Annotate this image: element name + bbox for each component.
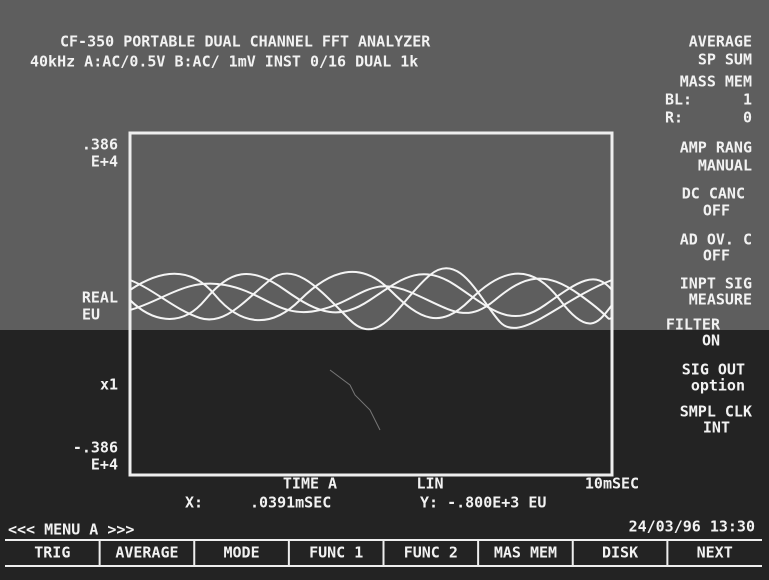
axis-top: .386 bbox=[82, 136, 118, 154]
datetime: 24/03/96 13:30 bbox=[629, 518, 755, 536]
panel-value: INT bbox=[703, 419, 730, 437]
panel-value: MANUAL bbox=[698, 157, 752, 175]
title: CF-350 PORTABLE DUAL CHANNEL FFT ANALYZE… bbox=[60, 33, 431, 51]
menu-item[interactable]: AVERAGE bbox=[115, 544, 178, 562]
x-end: 10mSEC bbox=[585, 475, 639, 493]
axis-scale: x1 bbox=[100, 376, 118, 394]
panel-label: AVERAGE bbox=[689, 33, 752, 51]
panel-value: 1 bbox=[743, 91, 752, 109]
menu-item[interactable]: FUNC 1 bbox=[309, 544, 363, 562]
page: CF-350 PORTABLE DUAL CHANNEL FFT ANALYZE… bbox=[0, 0, 769, 580]
panel-value: OFF bbox=[703, 202, 730, 220]
menu-item[interactable]: MODE bbox=[224, 544, 260, 562]
x-scale: LIN bbox=[416, 475, 443, 493]
axis-bottom-exp: E+4 bbox=[91, 456, 118, 474]
menu-item[interactable]: MAS MEM bbox=[494, 544, 557, 562]
panel-value: 0 bbox=[743, 109, 752, 127]
panel-value: MEASURE bbox=[689, 291, 752, 309]
menu-item[interactable]: NEXT bbox=[697, 544, 733, 562]
x-label: TIME A bbox=[283, 475, 337, 493]
panel-label: R: bbox=[665, 109, 683, 127]
menu-item[interactable]: FUNC 2 bbox=[404, 544, 458, 562]
axis-top-exp: E+4 bbox=[91, 153, 118, 171]
cursor-x-label: X: bbox=[185, 494, 203, 512]
menu-item[interactable]: TRIG bbox=[34, 544, 70, 562]
status: 40kHz A:AC/0.5V B:AC/ 1mV INST 0/16 DUAL… bbox=[30, 53, 418, 71]
menu-item[interactable]: DISK bbox=[602, 544, 638, 562]
panel-label: MASS MEM bbox=[680, 73, 752, 91]
axis-name: REAL bbox=[82, 289, 118, 307]
cursor-y: Y: -.800E+3 EU bbox=[420, 494, 546, 512]
panel-value: option bbox=[691, 377, 745, 395]
panel-label: DC CANC bbox=[682, 185, 745, 203]
panel-value: ON bbox=[702, 332, 720, 350]
axis-bottom: -.386 bbox=[73, 439, 118, 457]
panel-value: OFF bbox=[703, 247, 730, 265]
cursor-x: .0391mSEC bbox=[250, 494, 331, 512]
panel-label: BL: bbox=[665, 91, 692, 109]
panel-label: AMP RANG bbox=[680, 139, 752, 157]
panel-value: SP SUM bbox=[698, 51, 752, 69]
screen: CF-350 PORTABLE DUAL CHANNEL FFT ANALYZE… bbox=[0, 0, 769, 580]
axis-unit: EU bbox=[82, 306, 100, 324]
menu-title: <<< MENU A >>> bbox=[8, 521, 134, 539]
